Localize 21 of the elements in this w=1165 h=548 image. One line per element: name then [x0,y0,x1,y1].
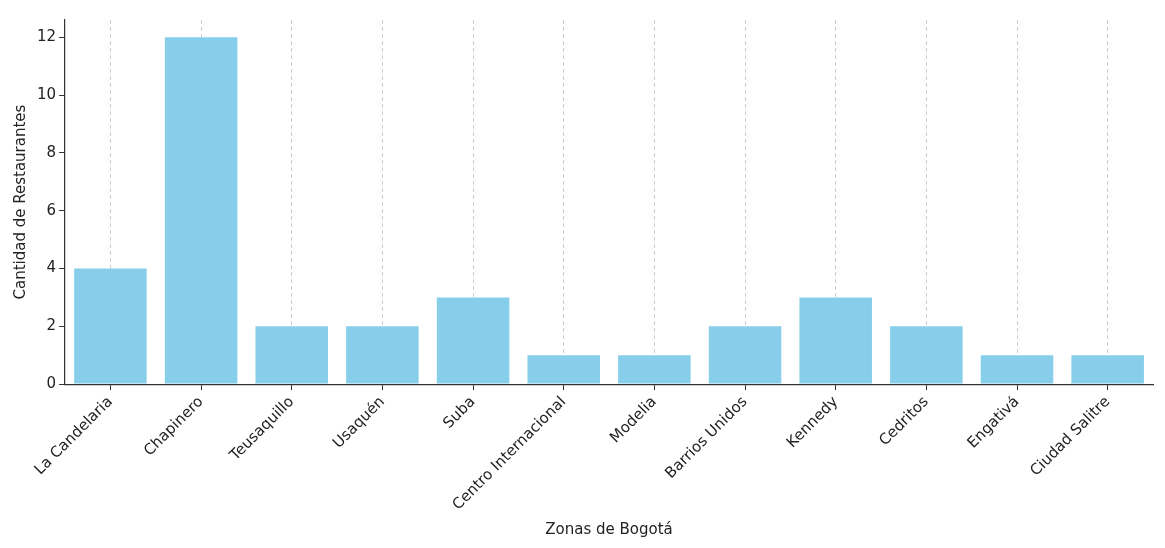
bar [1071,355,1144,384]
y-tick-label: 8 [46,142,57,161]
bar [255,326,328,384]
x-axis-title: Zonas de Bogotá [545,519,673,538]
y-tick-label: 4 [46,258,57,277]
bar [346,326,419,384]
bar [890,326,963,384]
bar [527,355,600,384]
bar [799,297,872,384]
bar [164,37,238,384]
y-tick-label: 6 [46,200,57,219]
bar [436,297,510,384]
y-tick-label: 12 [36,27,57,46]
bar [618,355,691,384]
bar [708,326,782,384]
bar [74,268,147,384]
y-tick-label: 10 [36,85,57,104]
y-tick-label: 0 [46,373,57,392]
bar [980,355,1054,384]
y-axis-title: Cantidad de Restaurantes [10,104,29,300]
y-tick-label: 2 [46,316,57,335]
